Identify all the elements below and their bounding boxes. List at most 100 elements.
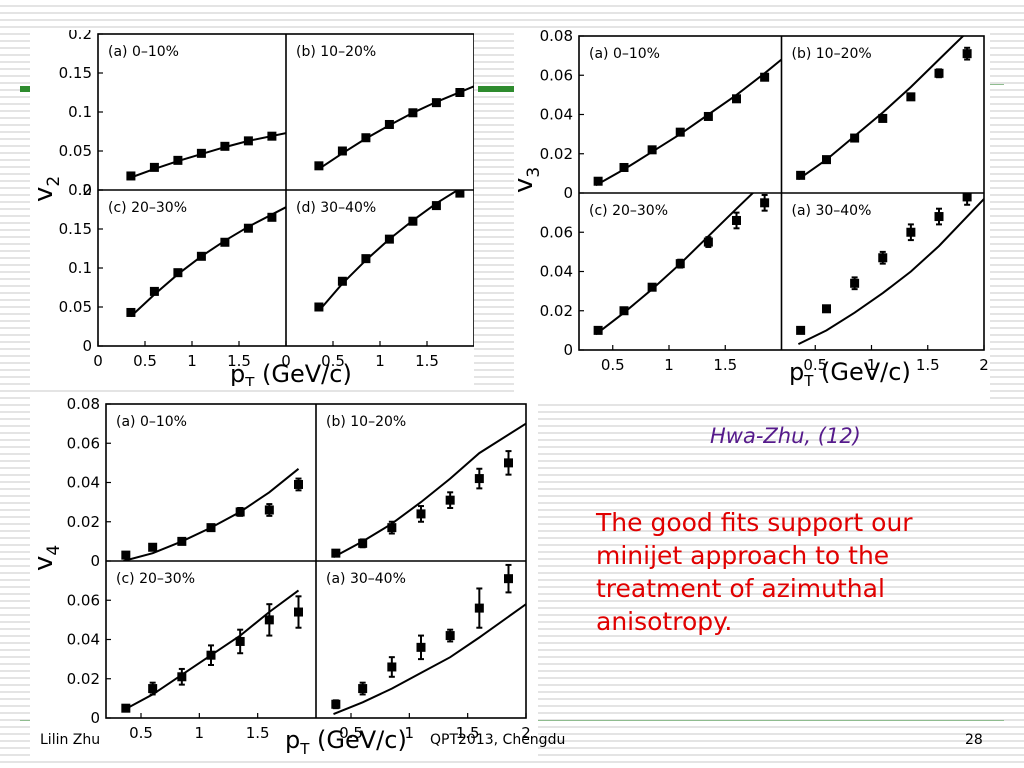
v4-xaxis-label: pT (GeV/c) <box>285 726 407 758</box>
v3-xtick-label: 1.5 <box>916 356 940 374</box>
v3-ytick-label: 0.06 <box>540 223 573 241</box>
v4-data-point <box>121 550 131 560</box>
v4-ytick-label: 0.06 <box>67 591 100 609</box>
v2-data-point <box>361 133 371 143</box>
v3-fit-curve-1 <box>595 58 782 187</box>
v3-ytick-label: 0.02 <box>540 302 573 320</box>
v4-xtick-label: 1 <box>405 724 415 742</box>
v4-data-point <box>504 458 513 468</box>
v2-fit-curve-2 <box>318 85 474 170</box>
v4-panel-4 <box>331 563 526 716</box>
v4-xtick-label: 1.5 <box>246 724 270 742</box>
v4-panel-3 <box>121 589 303 713</box>
v3-data-point <box>703 237 713 247</box>
v2-data-point <box>220 237 230 247</box>
v3-data-point <box>934 68 944 78</box>
v2-data-point <box>314 161 324 171</box>
v3-data-point <box>822 304 831 314</box>
v2-data-point <box>431 201 441 211</box>
v4-panel-label-2: (b) 10–20% <box>326 414 406 430</box>
v2-data-point <box>126 171 136 181</box>
v2-panel-label-1: (a) 0–10% <box>108 44 179 60</box>
v3-xtick-label: 0.5 <box>803 356 827 374</box>
v3-panel-3 <box>593 193 770 336</box>
v2-data-point <box>173 268 183 278</box>
v2-ytick-label: 0.2 <box>68 30 92 43</box>
v2-data-point <box>267 131 277 141</box>
v3-chart: (a) 0–10% (b) 10–20% (c) 20–30% (a) 30–40% 0… <box>514 28 989 390</box>
v4-data-point <box>177 536 187 546</box>
v3-panel-2 <box>796 36 972 181</box>
v4-data-point <box>416 509 426 519</box>
v2-data-point <box>361 254 371 264</box>
v3-xtick-label: 1 <box>664 356 674 374</box>
v3-xtick-label: 1 <box>867 356 877 374</box>
v4-data-point <box>148 684 158 694</box>
v4-panel-1 <box>121 468 303 561</box>
v4-fit-curve-4 <box>333 603 526 716</box>
v4-data-point <box>264 615 274 625</box>
v3-ytick-label: 0.04 <box>540 106 573 124</box>
v2-panel-label-2: (b) 10–20% <box>296 44 376 60</box>
v3-ytick-label: 0.06 <box>540 66 573 84</box>
v4-xtick-label: 0.5 <box>129 724 153 742</box>
v2-chart: (a) 0–10% (b) 10–20% (c) 20–30% (d) 30–40% 0… <box>30 30 474 386</box>
footer-page-number: 28 <box>965 732 983 748</box>
v4-data-point <box>294 479 303 489</box>
v2-xtick-label: 0 <box>93 352 103 370</box>
v4-data-point <box>264 505 274 515</box>
v2-data-point <box>431 98 441 108</box>
v3-fit-curve-4 <box>797 198 984 345</box>
v4-data-point <box>294 607 303 617</box>
v4-panel-label-3: (c) 20–30% <box>116 571 195 587</box>
v4-ytick-label: 0.04 <box>67 474 100 492</box>
v3-panel-4 <box>796 193 984 345</box>
v4-data-point <box>445 495 455 505</box>
v2-xtick-label: 1.5 <box>415 352 439 370</box>
v4-yaxis-label: v4 <box>30 545 64 571</box>
v2-data-point <box>455 190 465 198</box>
v4-ytick-label: 0.06 <box>67 434 100 452</box>
footer-author: Lilin Zhu <box>40 732 101 748</box>
v4-ytick-label: 0 <box>90 552 100 570</box>
v3-data-point <box>796 170 806 180</box>
v4-data-point <box>331 699 341 709</box>
v2-ytick-label: 0 <box>82 337 92 355</box>
v2-data-point <box>196 251 206 261</box>
v3-data-point <box>593 176 603 186</box>
v2-data-point <box>408 108 418 118</box>
v3-data-point <box>850 133 860 143</box>
v3-panel-1 <box>593 58 782 187</box>
v2-data-point <box>149 286 159 296</box>
v2-data-point <box>173 155 183 165</box>
v4-panel-label-1: (a) 0–10% <box>116 414 187 430</box>
v3-data-point <box>760 72 770 82</box>
v3-ytick-label: 0.02 <box>540 145 573 163</box>
v4-data-point <box>331 548 341 558</box>
v3-data-point <box>760 198 770 208</box>
attribution-text: Hwa-Zhu, (12) <box>710 424 861 448</box>
v4-xtick-label: 1 <box>195 724 205 742</box>
v2-ytick-label: 0.05 <box>59 298 92 316</box>
v4-panel-2 <box>331 422 526 558</box>
v4-data-point <box>177 672 187 682</box>
v4-ytick-label: 0.02 <box>67 513 100 531</box>
v2-xtick-label: 0 <box>281 352 291 370</box>
v4-fit-curve-2 <box>333 422 526 558</box>
v3-data-point <box>619 162 629 172</box>
v4-data-point <box>358 538 368 548</box>
v3-data-point <box>647 282 657 292</box>
v3-figure: (a) 0–10% (b) 10–20% (c) 20–30% (a) 30–40% 0… <box>514 28 990 400</box>
v2-data-point <box>337 146 347 156</box>
conclusion-text: The good fits support our minijet approa… <box>596 508 913 636</box>
v2-data-point <box>314 302 324 312</box>
v2-ytick-label: 0.15 <box>59 64 92 82</box>
v3-panel-label-2: (b) 10–20% <box>792 46 872 62</box>
v4-data-point <box>387 662 397 672</box>
v3-data-point <box>822 155 831 165</box>
v2-panel-2 <box>314 85 474 171</box>
v4-data-point <box>474 474 484 484</box>
v3-data-point <box>906 227 916 237</box>
v2-data-point <box>408 216 418 226</box>
v2-xtick-label: 1.5 <box>227 352 251 370</box>
